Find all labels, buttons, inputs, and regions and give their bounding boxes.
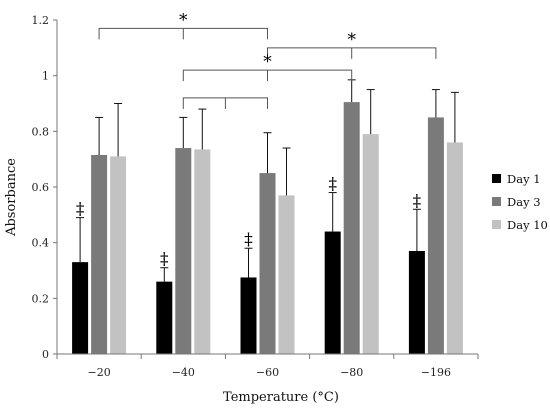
y-tick-label: 1 xyxy=(42,70,49,83)
bar xyxy=(427,117,444,355)
legend-swatch xyxy=(492,197,501,206)
bar xyxy=(278,195,295,354)
x-tick-label: −40 xyxy=(172,366,195,379)
error-bars-layer: ‡ ‡ ‡ ‡ ‡ xyxy=(76,79,459,282)
significance-bracket xyxy=(267,47,437,59)
bar xyxy=(194,149,211,354)
significance-star: * xyxy=(179,10,188,30)
legend-label: Day 10 xyxy=(507,218,548,232)
bar xyxy=(362,134,379,354)
bar xyxy=(240,277,257,354)
bars-layer xyxy=(72,102,463,355)
significance-star: * xyxy=(347,30,356,50)
significance-star: * xyxy=(263,52,272,72)
bar xyxy=(91,154,108,354)
x-axis-title: Temperature (°C) xyxy=(223,390,339,405)
y-tick-label: 0.4 xyxy=(32,237,50,250)
y-tick-label: 0.8 xyxy=(32,125,50,138)
y-tick-label: 0.6 xyxy=(32,181,50,194)
day1-marker: ‡ xyxy=(328,175,337,195)
day1-marker: ‡ xyxy=(244,230,253,250)
x-tick-label: −80 xyxy=(340,366,363,379)
day1-marker: ‡ xyxy=(76,200,85,220)
significance-bracket xyxy=(182,97,268,109)
bar xyxy=(72,262,89,354)
bar xyxy=(156,281,173,354)
bar xyxy=(324,231,341,354)
day1-marker: ‡ xyxy=(413,191,422,211)
bar xyxy=(343,102,360,354)
bar xyxy=(110,156,127,354)
axes-layer: 0 0.2 0.4 0.6 0.8 1 1.2 −20 −40 −60 −80 −196 xyxy=(32,14,479,379)
legend-swatch xyxy=(492,220,501,229)
x-tick-label: −60 xyxy=(256,366,279,379)
bar xyxy=(259,173,276,354)
day1-marker: ‡ xyxy=(160,250,169,270)
legend-label: Day 3 xyxy=(507,195,541,209)
legend-swatch xyxy=(492,174,501,183)
y-tick-label: 1.2 xyxy=(32,14,50,27)
x-tick-label: −196 xyxy=(421,366,451,379)
bar xyxy=(408,251,425,354)
legend-label: Day 1 xyxy=(507,172,541,186)
y-axis-title: Absorbance xyxy=(4,158,19,237)
significance-brackets-layer: * * * xyxy=(98,10,437,109)
y-tick-label: 0.2 xyxy=(32,292,50,305)
x-tick-label: −20 xyxy=(87,366,110,379)
legend: Day 1 Day 3 Day 10 xyxy=(492,172,548,232)
y-tick-label: 0 xyxy=(42,348,49,361)
bar xyxy=(175,148,192,354)
bar xyxy=(446,142,463,354)
